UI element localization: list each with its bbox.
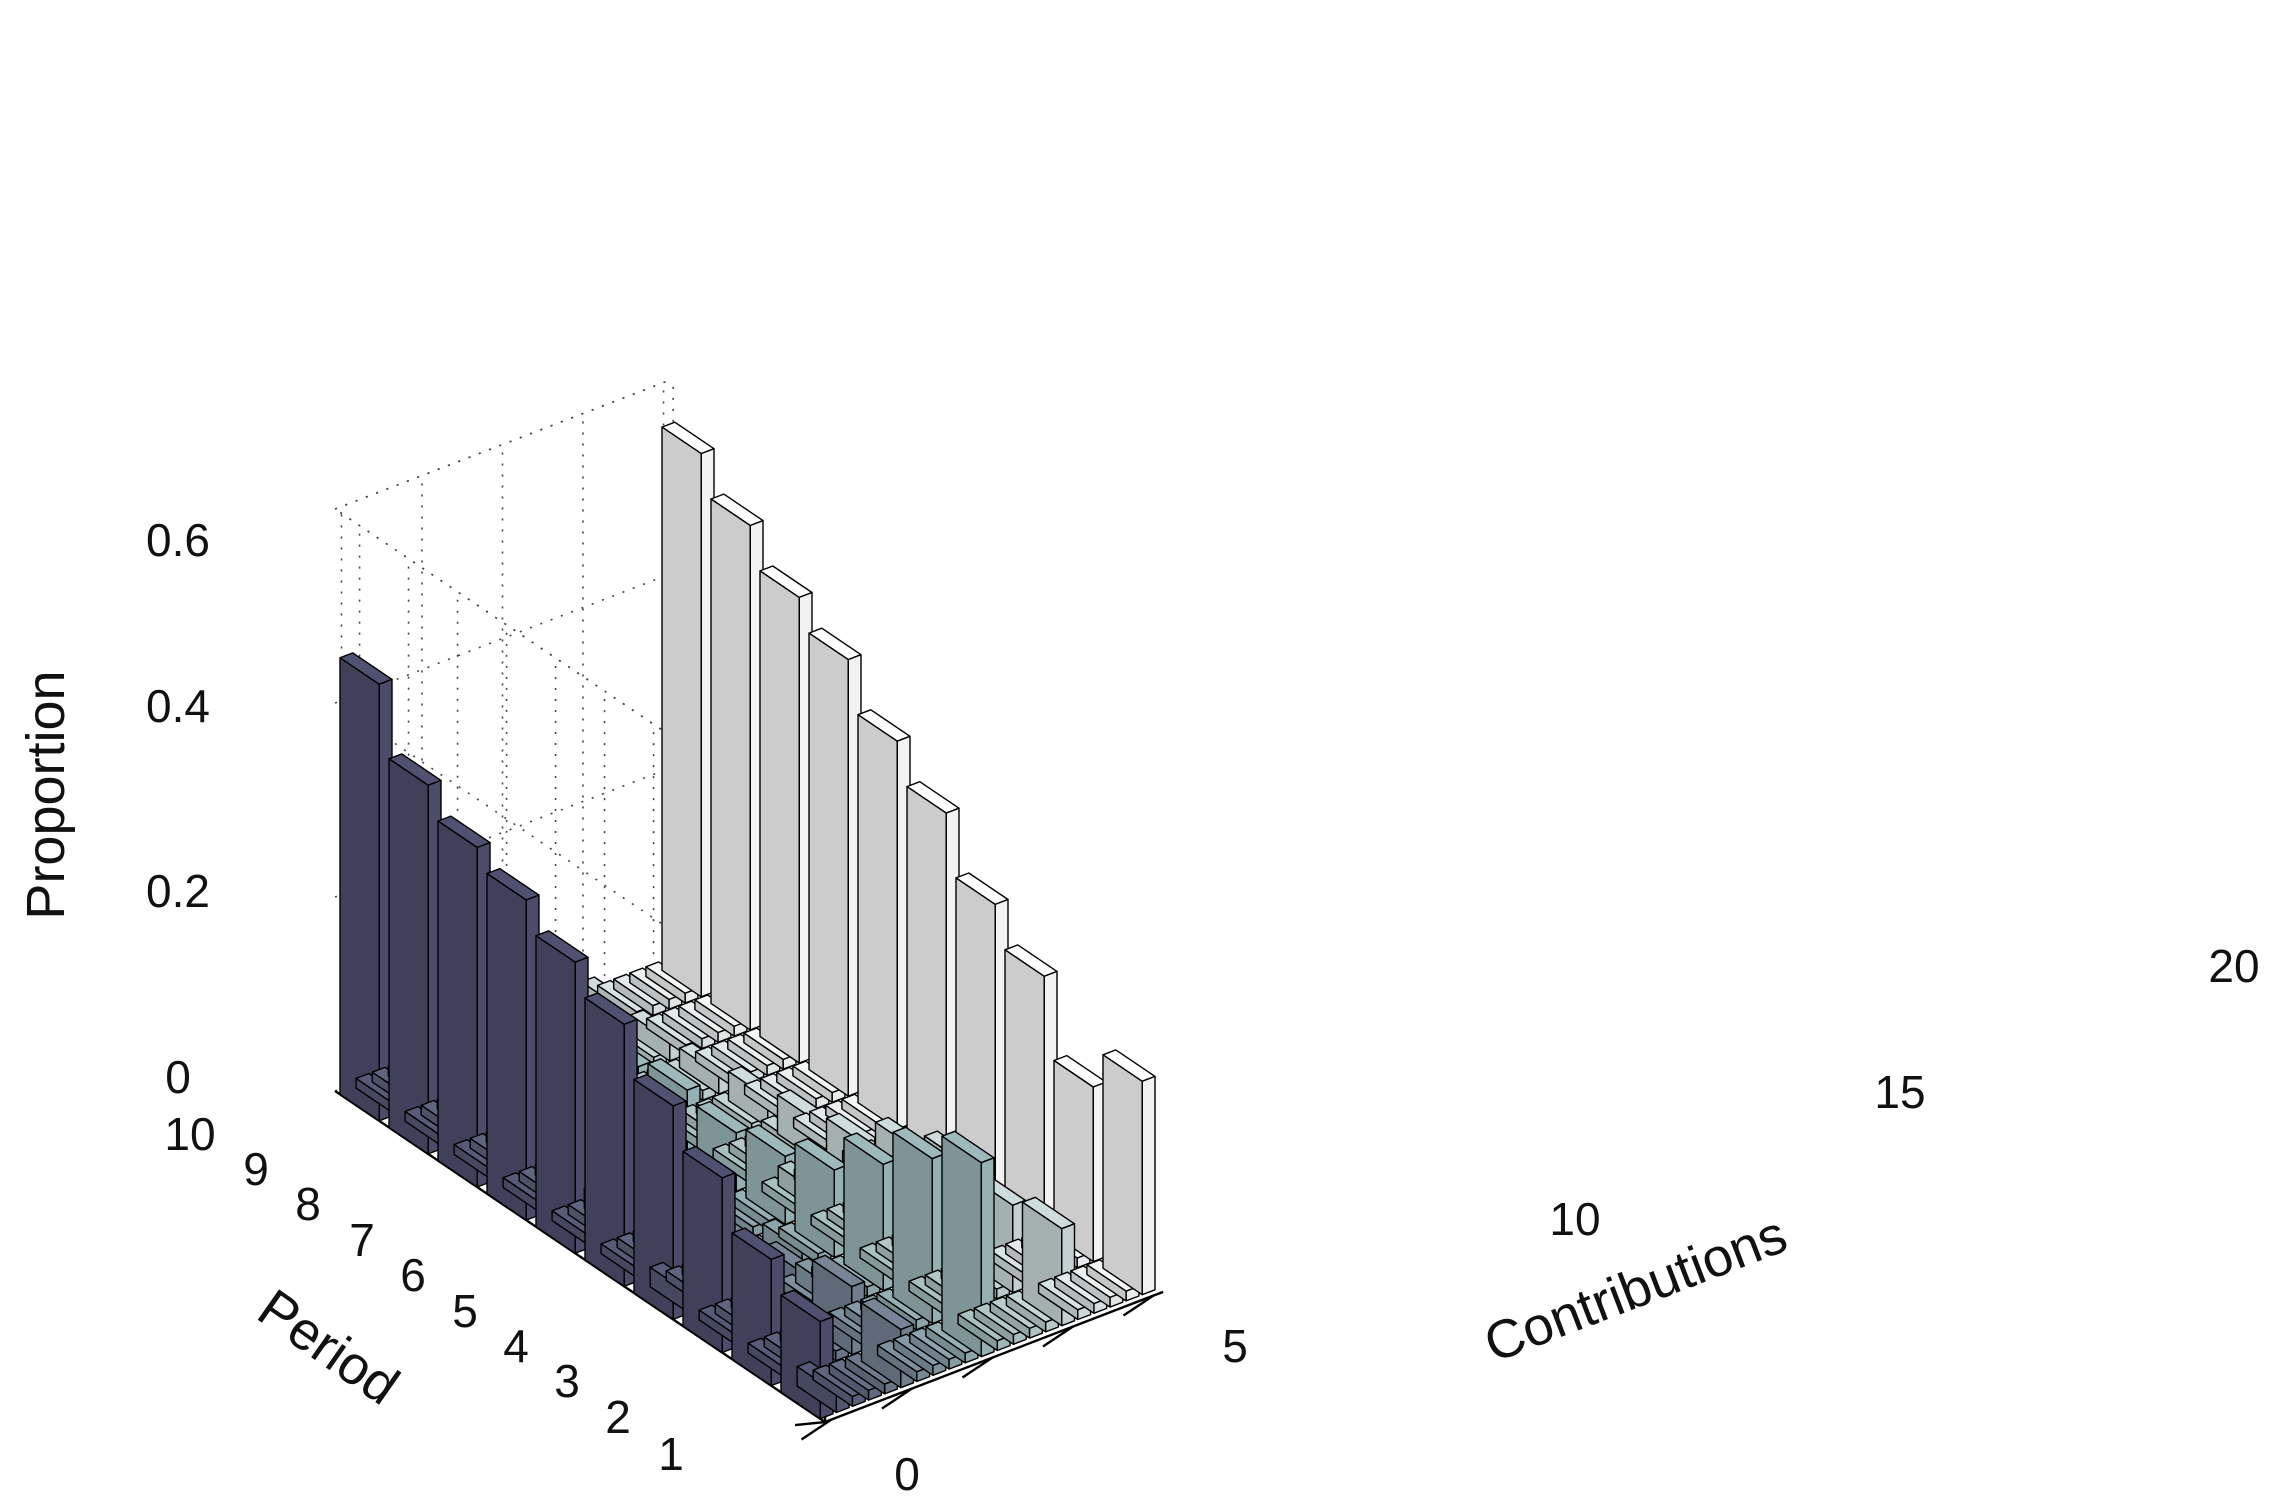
y-tick-labels: 1 2 3 4 5 6 7 8 9 10 bbox=[164, 1108, 683, 1480]
bar-side-face bbox=[925, 1325, 966, 1364]
x-axis-tick bbox=[1042, 1325, 1074, 1348]
bar-side-face bbox=[678, 1005, 719, 1044]
x-axis-line bbox=[824, 1290, 1164, 1424]
bar-side-face bbox=[1037, 1282, 1079, 1321]
y-tick-label: 1 bbox=[658, 1428, 684, 1480]
bar-side-face bbox=[973, 1307, 1015, 1346]
bar-side-face bbox=[743, 1032, 784, 1070]
bar-side-face bbox=[584, 997, 625, 1288]
z-tick-label: 0 bbox=[165, 1051, 191, 1103]
bar bbox=[808, 627, 862, 1097]
bar bbox=[780, 1289, 834, 1420]
bar-side-face bbox=[876, 1344, 918, 1383]
bars bbox=[339, 421, 1156, 1420]
x-tick-label: 15 bbox=[1874, 1066, 1925, 1118]
bar-front-face bbox=[1141, 1075, 1156, 1296]
bar-side-face bbox=[857, 714, 898, 1130]
bar bbox=[437, 815, 491, 1188]
bar-side-face bbox=[957, 1313, 998, 1352]
x-tick-label: 5 bbox=[1222, 1320, 1248, 1372]
bar bbox=[1102, 1049, 1156, 1296]
bar-side-face bbox=[1005, 1294, 1047, 1333]
bar-side-face bbox=[828, 1363, 870, 1401]
bar-side-face bbox=[1053, 1276, 1095, 1315]
x-axis-label: Contributions bbox=[1476, 1204, 1795, 1374]
box-edge bbox=[334, 378, 674, 510]
bar-side-face bbox=[1086, 1263, 1127, 1302]
bar-side-face bbox=[661, 426, 702, 998]
y-tick-label: 8 bbox=[295, 1178, 321, 1230]
bar-side-face bbox=[1004, 949, 1045, 1230]
y-tick-label: 6 bbox=[400, 1249, 426, 1301]
bar-side-face bbox=[893, 1338, 934, 1377]
bar-side-face bbox=[633, 1078, 674, 1321]
bar-side-face bbox=[906, 785, 947, 1164]
x-axis-tick bbox=[800, 1418, 833, 1441]
z-axis-tick bbox=[794, 1420, 826, 1427]
y-tick-label: 10 bbox=[164, 1108, 215, 1160]
bar bbox=[535, 930, 589, 1254]
bar-side-face bbox=[535, 935, 576, 1254]
bar-side-face bbox=[792, 1065, 833, 1104]
bar-side-face bbox=[388, 758, 429, 1155]
y-tick-label: 2 bbox=[605, 1391, 631, 1443]
bar-side-face bbox=[909, 1332, 950, 1370]
bar-side-face bbox=[812, 1369, 854, 1408]
x-axis-tick bbox=[961, 1356, 994, 1379]
bar-side-face bbox=[844, 1356, 886, 1395]
bar-side-face bbox=[1070, 1270, 1111, 1308]
bar-side-face bbox=[892, 1131, 933, 1325]
bar-side-face bbox=[989, 1301, 1031, 1339]
bar-side-face bbox=[1102, 1054, 1143, 1296]
y-tick-label: 4 bbox=[503, 1320, 529, 1372]
bar-side-face bbox=[629, 972, 670, 1010]
z-gridline-back-wall bbox=[334, 378, 674, 510]
x-tick-labels: 0 5 10 15 20 bbox=[894, 940, 2259, 1500]
z-tick-label: 0.2 bbox=[146, 865, 210, 917]
bar bbox=[857, 709, 911, 1130]
bar-side-face bbox=[778, 1226, 819, 1265]
z-tick-label: 0.6 bbox=[146, 514, 210, 566]
bar-side-face bbox=[796, 1365, 837, 1414]
bar-side-face bbox=[759, 570, 800, 1064]
bar-side-face bbox=[694, 999, 735, 1037]
y-axis-label: Period bbox=[247, 1278, 409, 1417]
bar bbox=[759, 565, 813, 1064]
y-tick-label: 5 bbox=[452, 1285, 478, 1337]
bar bbox=[339, 652, 393, 1122]
y-tick-label: 3 bbox=[554, 1355, 580, 1407]
x-tick-label: 20 bbox=[2208, 940, 2259, 992]
bar-side-face bbox=[941, 1135, 982, 1358]
x-axis-tick bbox=[1122, 1294, 1155, 1317]
z-tick-label: 0.4 bbox=[146, 680, 210, 732]
bar-side-face bbox=[613, 978, 654, 1017]
bar-side-face bbox=[486, 872, 527, 1221]
y-tick-label: 7 bbox=[349, 1214, 375, 1266]
bar-side-face bbox=[808, 632, 849, 1097]
x-axis-tick bbox=[881, 1387, 913, 1410]
bar-side-face bbox=[682, 1150, 723, 1354]
bar bbox=[661, 421, 715, 998]
bar-side-face bbox=[678, 1047, 720, 1095]
bar bbox=[388, 753, 442, 1155]
bar-side-face bbox=[662, 1011, 703, 1050]
x-tick-label: 0 bbox=[894, 1448, 920, 1500]
bar bbox=[710, 493, 764, 1031]
bar-side-face bbox=[437, 820, 478, 1188]
bar-side-face bbox=[710, 498, 751, 1031]
x-tick-label: 10 bbox=[1549, 1193, 1600, 1245]
z-axis-label: Proportion bbox=[16, 670, 76, 919]
bar-side-face bbox=[727, 1038, 768, 1077]
bar bbox=[1004, 944, 1058, 1230]
y-tick-label: 9 bbox=[243, 1143, 269, 1195]
bar bbox=[906, 781, 960, 1164]
z-tick-labels: 0 0.2 0.4 0.6 bbox=[146, 514, 210, 1103]
bar-side-face bbox=[339, 657, 380, 1122]
bar-side-face bbox=[645, 966, 686, 1004]
